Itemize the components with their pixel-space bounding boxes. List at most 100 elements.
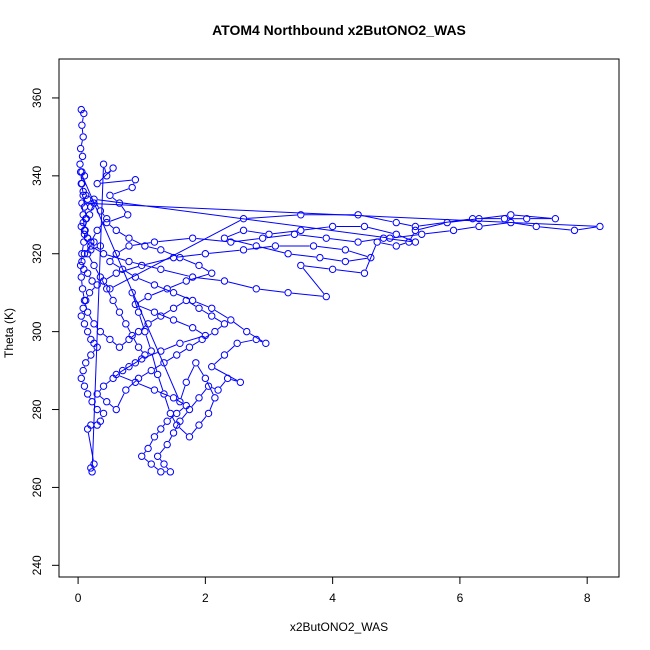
series-segment [151,289,164,296]
data-point [112,226,120,235]
series-segment [425,230,450,235]
series-segment [85,202,597,227]
series-segment [119,231,127,237]
data-point [188,324,197,332]
series-segment [93,247,101,253]
data-point [150,238,159,246]
data-point [360,269,369,277]
y-tick-label: 280 [30,399,44,419]
data-point [204,409,213,418]
series-segment [170,281,183,288]
series-segment [317,245,342,250]
series-segment [259,340,263,343]
data-point [125,362,133,371]
series-segment [191,427,197,435]
data-point [297,211,305,219]
data-point [138,452,146,460]
data-point [144,292,152,301]
data-point [284,288,292,297]
data-point [169,253,178,262]
data-point [87,242,95,250]
series-segment [164,344,177,351]
series-segment [196,238,228,243]
series-segment [214,368,238,381]
data-point [109,374,117,383]
data-point [82,214,91,223]
series-segment [418,222,444,230]
data-point [201,250,210,258]
data-point [78,250,86,258]
series-segment [214,317,222,323]
data-point [80,109,88,118]
data-point [373,238,381,246]
data-point [328,222,337,231]
data-point [239,226,248,235]
data-point [551,214,560,223]
series-segment [291,253,317,258]
data-point [131,176,140,184]
data-point [125,242,133,250]
series-segment [163,309,171,315]
series-segment [189,273,209,281]
data-point [99,409,108,418]
x-tick-label: 6 [457,591,464,605]
y-tick-label: 300 [30,321,44,341]
series-segment [148,246,158,250]
series-segment [166,356,174,362]
series-segment [120,315,125,321]
series-segment [87,357,90,360]
series-segment [131,360,139,366]
series-segment [104,167,107,173]
series-segment [128,380,137,388]
data-point [93,390,101,398]
data-point [76,160,84,168]
data-point [131,359,140,367]
data-point [157,246,165,254]
series-segment [149,439,154,446]
data-point [103,398,111,406]
data-point [169,429,178,437]
series-segment [457,226,476,231]
data-point [93,179,101,188]
data-point [208,312,216,320]
data-point [124,211,132,219]
data-point [411,222,420,231]
data-point [316,253,324,262]
series-segment [119,247,127,253]
y-tick-label: 360 [30,88,44,108]
data-point [90,320,98,328]
series-segment [102,333,108,338]
data-point [115,308,124,316]
series-segment [191,400,197,407]
series-segment [132,239,142,245]
series-segment [209,249,240,254]
series-segment [110,215,125,222]
data-point [83,269,92,277]
series-segment [183,336,202,343]
y-tick-label: 340 [30,166,44,186]
series-segment [151,317,158,323]
data-point [188,234,197,242]
series-segment [97,199,387,239]
data-point [125,257,133,266]
data-point [79,191,87,200]
data-point [99,382,108,390]
data-point [220,277,229,285]
series-segment [91,287,95,291]
data-point [77,374,85,383]
data-point [106,191,114,200]
data-point [163,417,171,425]
data-point [500,214,509,223]
series-segment [106,380,111,385]
data-point [83,250,92,258]
data-point [443,218,451,227]
data-point [157,312,165,320]
data-point [96,327,105,336]
series-segment [89,256,93,263]
series-segment [92,349,96,353]
series-segment [179,348,187,354]
series-segment [349,257,368,262]
data-point [131,273,140,281]
data-point [144,320,152,328]
